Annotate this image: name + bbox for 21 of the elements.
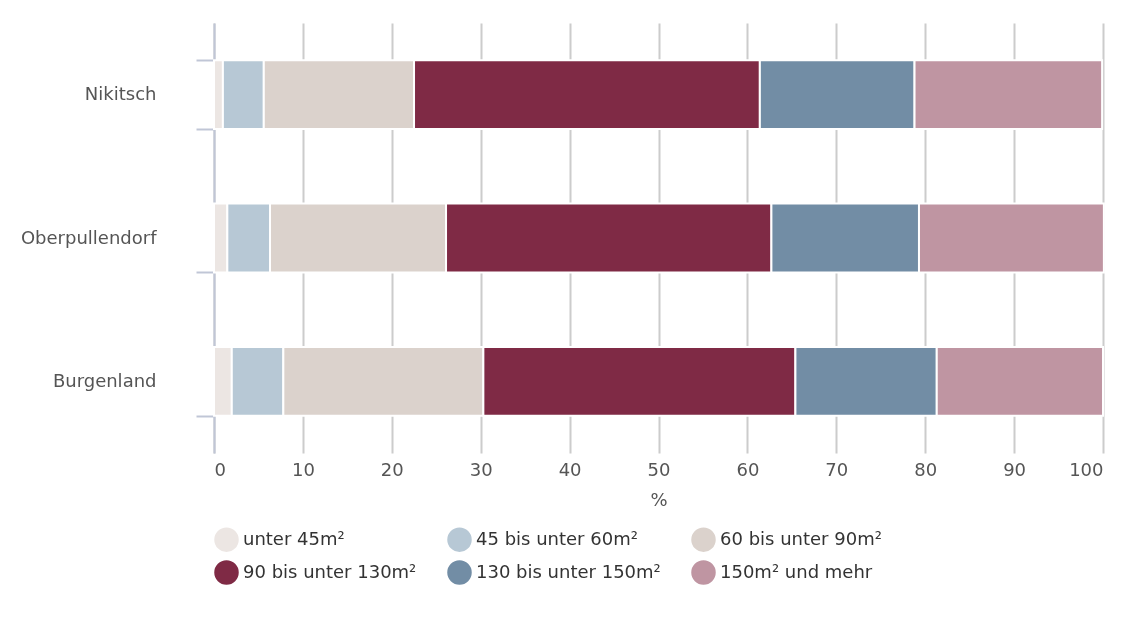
x-tick-label: 40	[558, 458, 582, 480]
x-tick-label: 10	[291, 458, 315, 480]
x-tick-label: 50	[647, 458, 671, 480]
x-tick-label: 70	[825, 458, 849, 480]
legend-label: unter 45m²	[243, 527, 345, 549]
x-tick-label: 0	[214, 458, 226, 480]
legend-label: 130 bis unter 150m²	[476, 560, 661, 582]
legend-label: 150m² und mehr	[720, 560, 873, 582]
x-axis-title: %	[650, 488, 668, 510]
legend-label: 45 bis unter 60m²	[476, 527, 638, 549]
legend-label: 60 bis unter 90m²	[720, 527, 882, 549]
y-tick-label: Nikitsch	[84, 83, 157, 105]
x-tick-label: 80	[914, 458, 938, 480]
x-tick-label: 60	[736, 458, 760, 480]
x-tick-label: 20	[380, 458, 404, 480]
x-tick-label: 30	[469, 458, 493, 480]
x-tick-label: 90	[1003, 458, 1027, 480]
y-tick-label: Oberpullendorf	[20, 226, 158, 248]
legend-label: 90 bis unter 130m²	[243, 560, 417, 582]
y-tick-label: Burgenland	[52, 369, 157, 391]
x-tick-label: 100	[1069, 458, 1104, 480]
